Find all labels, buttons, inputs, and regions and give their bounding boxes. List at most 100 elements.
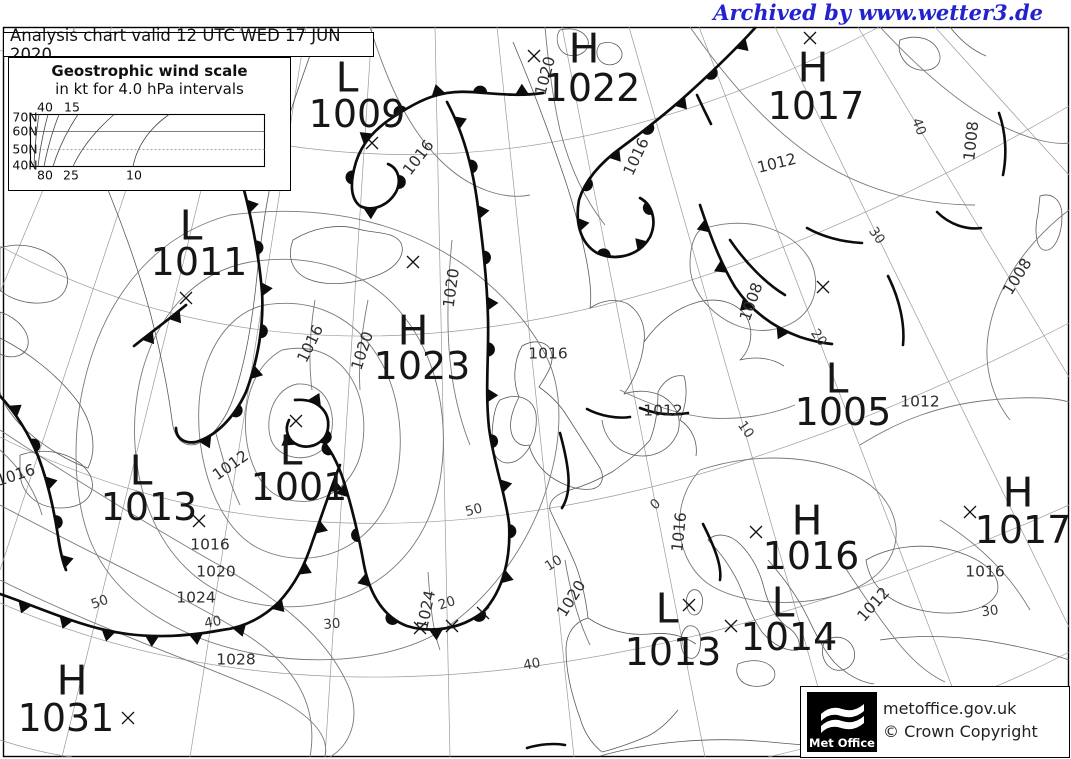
wind-bottom-10: 10	[126, 167, 142, 183]
warm-front-semicircle	[30, 438, 41, 452]
pressure-letter-h: H	[791, 496, 823, 545]
cross-mark	[803, 31, 817, 45]
wind-lat-50n: 50N	[12, 141, 38, 157]
pressure-value: 1009	[308, 92, 406, 136]
isobars	[0, 26, 1070, 758]
map-border	[2, 26, 1070, 758]
pressure-letter-l: L	[655, 584, 679, 633]
cold-front-triangle	[363, 208, 378, 220]
cold-front-triangle	[776, 326, 790, 340]
cold-front-triangle	[59, 616, 73, 629]
isobar-label: 1028	[216, 650, 256, 669]
footer-url: metoffice.gov.uk	[883, 699, 1017, 718]
cold-front-triangle	[714, 260, 727, 273]
warm-front-semicircle	[255, 240, 264, 255]
cross-mark	[179, 291, 193, 305]
cold-front-triangle	[335, 483, 349, 498]
wind-top-40: 40	[37, 99, 53, 115]
pressure-letter-l: L	[279, 426, 303, 475]
grid-label: 40	[522, 654, 542, 674]
warm-front-semicircle	[705, 67, 718, 80]
warm-front-semicircle	[473, 85, 488, 94]
cold-front-triangle	[145, 635, 160, 647]
warm-front-semicircle	[54, 515, 63, 530]
warm-front-semicircle	[321, 442, 333, 456]
pressure-value: 1023	[373, 344, 471, 388]
cross-mark	[963, 505, 977, 519]
warm-front-semicircle	[509, 524, 517, 539]
cold-front-triangle	[45, 476, 58, 490]
grid-label: 50	[88, 591, 111, 613]
isobar-label: 1020	[439, 267, 463, 309]
warm-front-semicircle	[345, 170, 354, 185]
cold-front-triangle	[499, 479, 513, 493]
grid-label: 40	[908, 115, 930, 138]
cold-front-triangle	[246, 199, 259, 214]
pressure-value: 1017	[767, 84, 865, 128]
cold-front-triangle	[271, 599, 285, 613]
cold-front-triangle	[141, 331, 155, 345]
warm-front-semicircle	[582, 178, 593, 192]
met-office-waves-icon	[821, 704, 864, 733]
pressure-value: 1013	[100, 485, 198, 529]
footer-copyright: © Crown Copyright	[883, 722, 1038, 741]
cold-front-triangle	[329, 478, 343, 493]
cold-front-triangle	[261, 282, 273, 297]
wind-top-15: 15	[64, 99, 80, 115]
isobar-label: 1020	[347, 329, 377, 373]
grid-label: 20	[807, 325, 831, 350]
pressure-center-crosses	[121, 31, 977, 725]
pressure-letter-h: H	[397, 306, 429, 355]
cross-mark	[413, 621, 427, 635]
isobar-label: 1016	[528, 344, 568, 363]
isobar-label: 1020	[196, 562, 236, 581]
grid-label: 30	[322, 615, 342, 633]
pressure-value: 1014	[740, 615, 838, 659]
isobar-label: 1012	[643, 401, 683, 420]
wind-scale-subtitle: in kt for 4.0 hPa intervals	[55, 80, 244, 98]
cold-front-triangle	[315, 520, 328, 534]
pressure-value: 1011	[150, 240, 248, 284]
cold-front-triangle	[357, 573, 370, 587]
cross-mark	[724, 619, 738, 633]
cold-front-triangle	[232, 624, 246, 637]
cold-front-triangle	[250, 365, 264, 379]
grid-label: 10	[734, 417, 758, 442]
grid-label: 20	[436, 593, 458, 614]
pressure-value: 1017	[974, 508, 1071, 552]
cross-mark	[121, 711, 135, 725]
cross-mark	[682, 598, 696, 612]
wind-bottom-25: 25	[63, 167, 79, 183]
cold-front-triangle	[454, 116, 467, 130]
isobar-label: 1016	[0, 460, 38, 490]
cold-front-triangle	[477, 204, 490, 219]
cold-front-triangle	[577, 217, 590, 232]
cross-mark	[445, 619, 459, 633]
isobar-label: 1008	[736, 280, 767, 324]
pressure-letter-l: L	[335, 53, 359, 102]
isobar-label: 1008	[960, 120, 983, 162]
warm-front-semicircle	[320, 431, 332, 444]
pressure-value: 1005	[794, 390, 892, 434]
cold-front-triangle	[487, 388, 499, 403]
cold-front-triangle	[487, 296, 499, 311]
wind-bottom-80: 80	[37, 167, 53, 183]
warm-front-semicircle	[385, 613, 398, 625]
pressure-letter-h: H	[56, 656, 88, 705]
isobar-label: 1016	[190, 535, 230, 554]
cross-mark	[476, 606, 490, 620]
pressure-letter-l: L	[179, 201, 203, 250]
analysis-title-box: Analysis chart valid 12 UTC WED 17 JUN 2…	[3, 26, 374, 64]
cold-front-triangle	[298, 561, 312, 575]
front-symbols	[8, 38, 790, 647]
isobar-label: 1016	[965, 562, 1005, 581]
pressure-letter-l: L	[825, 354, 849, 403]
isobar-label: 1016	[399, 136, 438, 179]
warm-front-semicircle	[260, 324, 268, 339]
met-office-footer: Met Office metoffice.gov.uk © Crown Copy…	[800, 686, 1070, 758]
wind-scale-title: Geostrophic wind scale	[51, 62, 248, 80]
cross-mark	[192, 514, 206, 528]
cold-front-triangle	[674, 96, 687, 110]
